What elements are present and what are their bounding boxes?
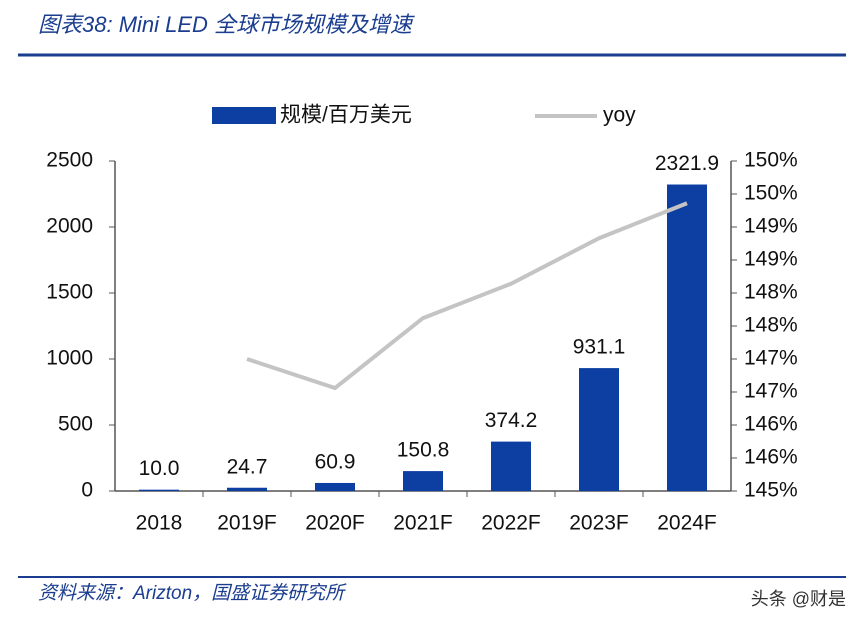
y2-tick-label: 146% — [744, 413, 798, 436]
x-tick-label: 2019F — [217, 512, 277, 535]
legend-label: yoy — [603, 104, 636, 127]
data-label: 150.8 — [397, 439, 450, 462]
y2-tick-label: 149% — [744, 248, 798, 271]
data-label: 2321.9 — [655, 152, 719, 175]
x-tick-label: 2024F — [657, 512, 717, 535]
y2-tick-label: 145% — [744, 479, 798, 502]
data-label: 10.0 — [139, 457, 180, 480]
x-tick-label: 2022F — [481, 512, 541, 535]
x-tick-label: 2018 — [136, 512, 183, 535]
y2-tick-label: 149% — [744, 215, 798, 238]
data-label: 24.7 — [227, 455, 268, 478]
y-tick-label: 500 — [58, 413, 93, 436]
y-tick-label: 1500 — [46, 281, 93, 304]
bar — [667, 184, 707, 491]
y2-tick-label: 150% — [744, 149, 798, 172]
line — [246, 201, 688, 391]
x-tick-label: 2020F — [305, 512, 365, 535]
y2-tick-label: 146% — [744, 446, 798, 469]
legend-label: 规模/百万美元 — [280, 104, 412, 127]
y2-tick-label: 147% — [744, 347, 798, 370]
x-tick-label: 2023F — [569, 512, 629, 535]
legend-swatch — [212, 107, 276, 124]
bar — [579, 368, 619, 491]
data-label: 60.9 — [315, 451, 356, 474]
x-tick-label: 2021F — [393, 512, 453, 535]
y2-tick-label: 150% — [744, 182, 798, 205]
y-tick-label: 2000 — [46, 215, 93, 238]
data-label: 931.1 — [573, 336, 626, 359]
data-label: 374.2 — [485, 409, 538, 432]
bar — [139, 489, 179, 491]
y-tick-label: 1000 — [46, 347, 93, 370]
y2-tick-label: 147% — [744, 380, 798, 403]
y-tick-label: 2500 — [46, 149, 93, 172]
y2-tick-label: 148% — [744, 314, 798, 337]
chart-title: 图表38: Mini LED 全球市场规模及增速 — [38, 12, 415, 37]
bar — [315, 482, 355, 491]
bar — [403, 471, 443, 491]
y2-tick-label: 148% — [744, 281, 798, 304]
y-tick-label: 0 — [81, 479, 93, 502]
bar — [491, 441, 531, 491]
watermark: 头条 @财是 — [751, 589, 846, 609]
source-note: 资料来源：Arizton，国盛证券研究所 — [38, 582, 347, 604]
bar — [227, 487, 267, 491]
